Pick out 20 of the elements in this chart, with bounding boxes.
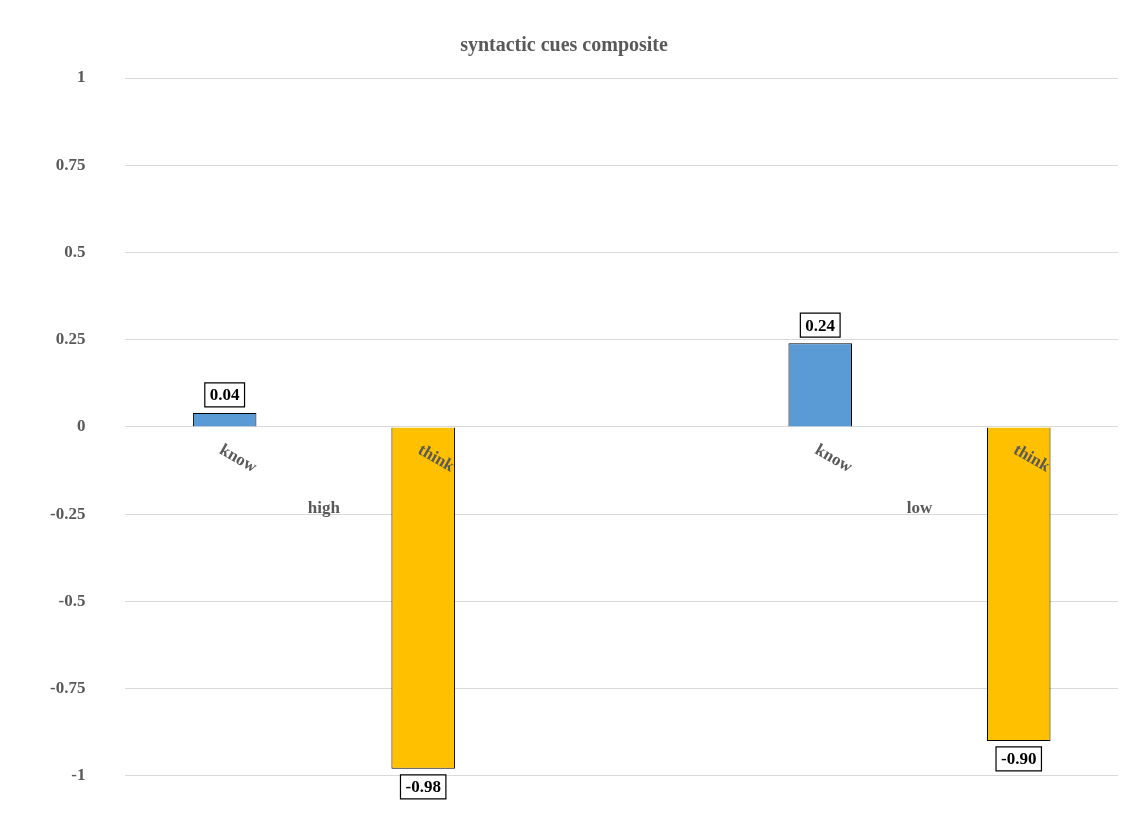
y-tick-label: 0.75 (55, 154, 86, 174)
data-label: 0.04 (209, 385, 241, 405)
x-tick-label: know (812, 439, 857, 477)
data-label: -0.98 (405, 777, 441, 797)
x-tick-label: know (216, 439, 261, 477)
annotation: high (307, 498, 341, 518)
y-tick-label: 0.25 (55, 329, 86, 349)
x-tick-label: think (1010, 439, 1055, 476)
annotation: low (906, 498, 933, 518)
chart-title: syntactic cues composite (460, 33, 668, 57)
data-label: 0.24 (805, 315, 836, 335)
y-tick-label: -0.25 (49, 503, 86, 523)
x-tick-label: think (414, 439, 459, 476)
data-label: -0.90 (1001, 749, 1037, 769)
y-tick-label: 0.5 (64, 241, 86, 261)
y-tick-label: -0.5 (58, 590, 86, 610)
y-tick-label: -1 (71, 765, 86, 785)
y-tick-label: -0.75 (49, 677, 86, 697)
y-tick-label: 0 (76, 416, 86, 436)
y-tick-label: 1 (76, 67, 86, 87)
